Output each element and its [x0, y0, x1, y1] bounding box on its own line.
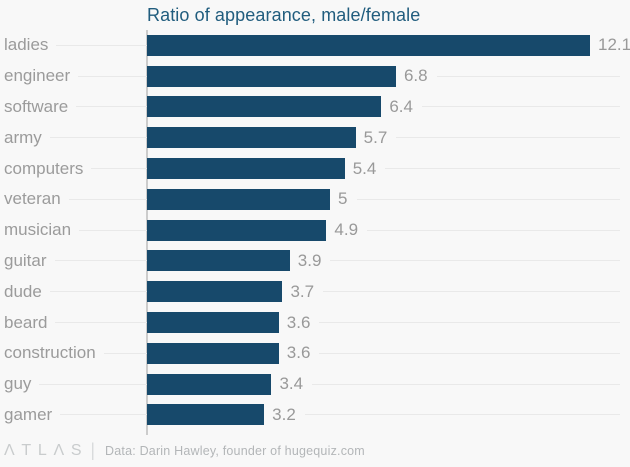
category-cell: musician: [0, 220, 147, 240]
value-label: 5.7: [363, 127, 388, 147]
category-label: guy: [4, 374, 32, 394]
value-label: 6.8: [403, 66, 428, 86]
bar: [147, 158, 345, 180]
gridline-left: [49, 291, 147, 293]
category-label: computers: [4, 158, 84, 178]
gridline-right: [330, 260, 620, 262]
gridline-right: [323, 291, 620, 293]
gridline-left: [39, 383, 147, 385]
bar: [147, 96, 382, 118]
category-label: gamer: [4, 404, 53, 424]
bar: [147, 188, 331, 210]
gridline-left: [68, 198, 147, 200]
category-label: dude: [4, 281, 42, 301]
value-label: 3.6: [286, 312, 311, 332]
chart-row: beard 3.6: [0, 307, 630, 338]
chart-row: army 5.7: [0, 122, 630, 153]
gridline-left: [56, 44, 147, 46]
footer: ΛTLΛS | Data: Darin Hawley, founder of h…: [4, 440, 365, 461]
chart-row: engineer 6.8: [0, 61, 630, 92]
value-label: 12.1: [598, 35, 630, 55]
category-label: guitar: [4, 250, 47, 270]
category-cell: construction: [0, 343, 147, 363]
category-label: veteran: [4, 189, 61, 209]
gridline-left: [78, 75, 147, 77]
bar: [147, 373, 272, 395]
bar: [147, 34, 590, 56]
chart-row: ladies 12.1: [0, 30, 630, 61]
bar: [147, 65, 396, 87]
category-label: engineer: [4, 66, 71, 86]
chart-row: dude 3.7: [0, 276, 630, 307]
gridline-left: [76, 106, 147, 108]
chart-row: guitar 3.9: [0, 246, 630, 277]
value-label: 5: [338, 189, 348, 209]
bar: [147, 219, 327, 241]
bar: [147, 250, 290, 272]
chart-row: computers 5.4: [0, 153, 630, 184]
category-cell: dude: [0, 282, 147, 302]
category-cell: guy: [0, 374, 147, 394]
gridline-left: [91, 168, 147, 170]
bar: [147, 127, 356, 149]
gridline-right: [319, 322, 620, 324]
chart-rows: ladies 12.1 engineer 6.8 software 6.4 army 5.7 c…: [0, 30, 630, 430]
category-cell: ladies: [0, 35, 147, 55]
chart-row: construction 3.6: [0, 338, 630, 369]
category-cell: computers: [0, 159, 147, 179]
bar: [147, 404, 265, 426]
chart-row: gamer 3.2: [0, 400, 630, 431]
chart-row: musician 4.9: [0, 215, 630, 246]
footer-divider: |: [90, 440, 96, 460]
gridline-right: [356, 198, 620, 200]
gridline-right: [367, 229, 620, 231]
category-label: construction: [4, 343, 96, 363]
gridline-left: [79, 229, 147, 231]
source-credit: Data: Darin Hawley, founder of hugequiz.…: [105, 443, 365, 458]
bar: [147, 281, 283, 303]
chart-row: veteran 5: [0, 184, 630, 215]
category-cell: beard: [0, 313, 147, 333]
gridline-right: [312, 383, 620, 385]
gridline-left: [103, 352, 147, 354]
value-label: 4.9: [334, 220, 359, 240]
gridline-right: [319, 352, 620, 354]
category-cell: engineer: [0, 66, 147, 86]
gridline-left: [49, 137, 147, 139]
chart-row: guy 3.4: [0, 369, 630, 400]
value-label: 6.4: [389, 96, 413, 116]
value-label: 3.6: [286, 343, 311, 363]
gridline-left: [54, 260, 147, 262]
gridline-right: [304, 414, 620, 416]
category-label: musician: [4, 220, 72, 240]
category-cell: software: [0, 97, 147, 117]
value-label: 3.4: [279, 374, 304, 394]
category-label: ladies: [4, 35, 49, 55]
value-label: 5.4: [352, 158, 377, 178]
value-label: 3.7: [290, 281, 315, 301]
atlas-logo: ΛTLΛS: [4, 441, 89, 459]
category-cell: veteran: [0, 189, 147, 209]
value-label: 3.2: [272, 404, 296, 424]
bar: [147, 342, 279, 364]
gridline-right: [396, 137, 620, 139]
category-label: beard: [4, 312, 48, 332]
category-label: software: [4, 96, 69, 116]
gridline-left: [55, 322, 147, 324]
category-cell: gamer: [0, 405, 147, 425]
category-cell: guitar: [0, 251, 147, 271]
category-cell: army: [0, 128, 147, 148]
value-label: 3.9: [297, 250, 322, 270]
gridline-right: [421, 106, 620, 108]
chart-row: software 6.4: [0, 92, 630, 123]
gridline-left: [60, 414, 147, 416]
category-label: army: [4, 127, 42, 147]
gridline-right: [385, 168, 620, 170]
gridline-right: [436, 75, 620, 77]
bar: [147, 312, 279, 334]
chart-title: Ratio of appearance, male/female: [147, 5, 421, 25]
